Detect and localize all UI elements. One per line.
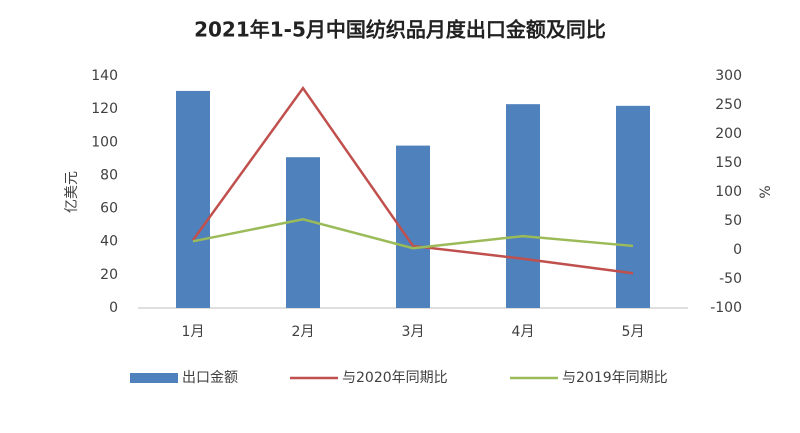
bar [286, 157, 320, 308]
x-tick-label: 4月 [512, 324, 535, 340]
y-tick-label: 120 [91, 101, 118, 117]
x-tick-label: 2月 [292, 324, 315, 340]
y2-tick-label: -50 [719, 271, 742, 287]
legend-label: 与2019年同期比 [562, 370, 668, 386]
y-tick-label: 20 [100, 267, 118, 283]
bar [506, 104, 540, 309]
y-tick-label: 100 [91, 134, 118, 150]
y2-tick-label: 200 [715, 126, 742, 142]
y2-tick-label: 150 [715, 155, 742, 171]
y2-tick-label: 300 [715, 68, 742, 84]
line-series [191, 86, 634, 275]
y-axis-label: 亿美元 [64, 171, 80, 213]
y-tick-label: 0 [109, 300, 118, 316]
y-tick-label: 40 [100, 234, 118, 250]
y2-tick-label: -100 [710, 300, 742, 316]
bar [616, 105, 650, 308]
x-tick-label: 1月 [182, 324, 205, 340]
y2-tick-label: 0 [733, 242, 742, 258]
y-tick-label: 80 [100, 167, 118, 183]
y2-axis-label: % [758, 185, 774, 198]
x-tick-label: 5月 [622, 324, 645, 340]
y-tick-label: 60 [100, 201, 118, 217]
legend-label: 与2020年同期比 [342, 370, 448, 386]
line-series [192, 217, 634, 250]
y-tick-label: 140 [91, 68, 118, 84]
legend-swatch [130, 373, 178, 383]
y2-tick-label: 50 [724, 213, 742, 229]
y2-tick-label: 250 [715, 97, 742, 113]
x-tick-label: 3月 [402, 324, 425, 340]
legend-label: 出口金额 [182, 370, 238, 386]
y2-tick-label: 100 [715, 184, 742, 200]
bar [176, 90, 210, 309]
bar [396, 145, 430, 308]
chart-title: 2021年1-5月中国纺织品月度出口金额及同比 [194, 18, 606, 42]
